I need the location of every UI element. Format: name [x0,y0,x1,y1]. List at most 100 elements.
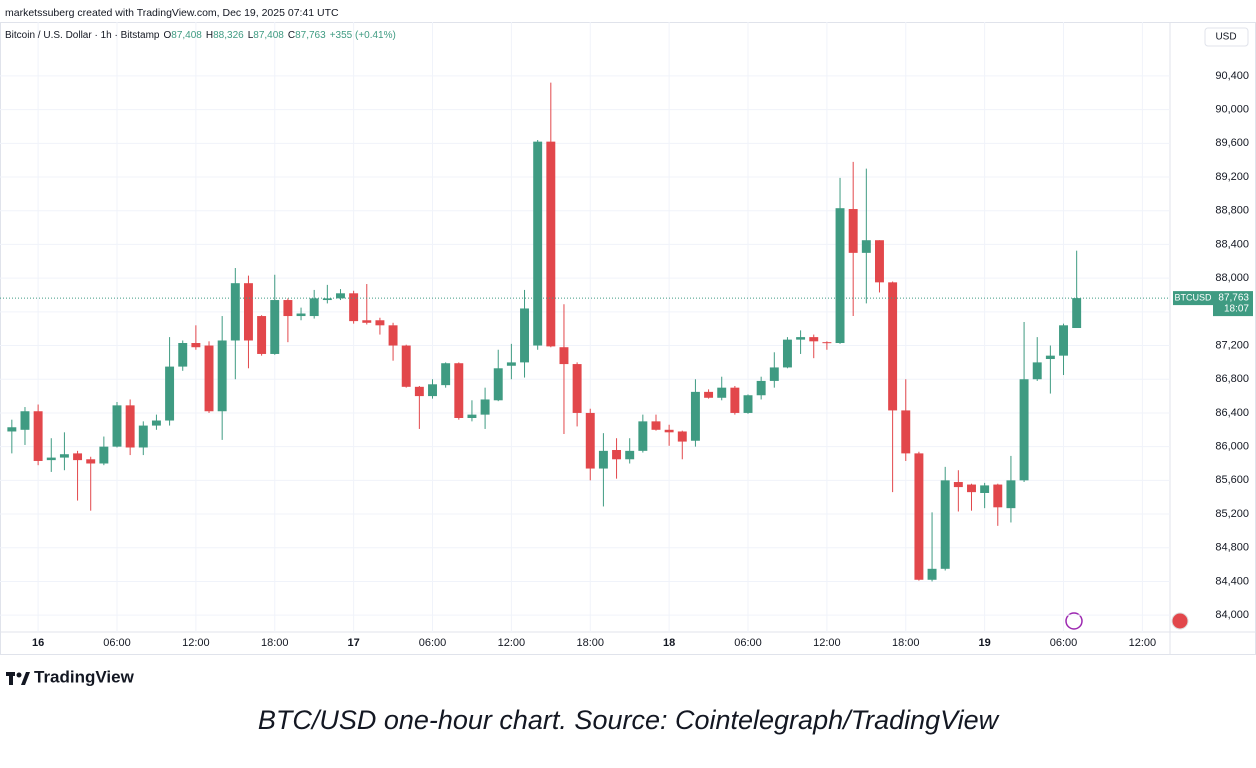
candle-body [73,453,83,461]
x-tick-label: 06:00 [103,637,131,649]
y-tick-label: 88,400 [1215,238,1249,250]
x-tick-label: 12:00 [498,637,526,649]
y-tick-label: 84,800 [1215,542,1249,554]
y-tick-label: 86,800 [1215,373,1249,385]
candle-body [283,300,293,317]
candle-body [743,395,753,413]
candle-body [914,453,924,580]
candle-body [782,339,792,368]
candle-body [112,405,122,447]
x-tick-label: 18 [663,637,675,649]
candle-body [336,293,345,299]
candle-body [638,421,648,451]
candle-body [1059,325,1068,356]
candle-body [861,240,871,253]
y-tick-label: 84,000 [1215,609,1249,621]
symbol-title: Bitcoin / U.S. Dollar · 1h · Bitstamp [5,30,160,41]
candle-body [401,345,411,387]
x-tick-label: 16 [32,637,44,649]
candle-body [690,391,700,441]
candle-body [848,209,858,253]
candle-body [428,384,437,397]
last-price-label: 87,763 [1218,293,1249,304]
candle-body [1019,379,1029,481]
candle-body [309,298,319,317]
candle-body [230,283,240,341]
candle-body [178,343,188,367]
candle-body [717,387,727,398]
legend-change: +355 (+0.41%) [329,30,396,41]
x-tick-label: 12:00 [182,637,210,649]
x-tick-label: 19 [979,637,991,649]
y-tick-label: 89,200 [1215,171,1249,183]
legend-key: C [287,30,296,41]
y-tick-label: 85,600 [1215,474,1249,486]
candle-body [217,340,227,412]
x-tick-label: 12:00 [813,637,841,649]
candle-body [322,298,332,301]
legend-value: 87,408 [253,30,284,41]
candle-body [1032,362,1042,380]
caption: BTC/USD one-hour chart. Source: Cointele… [258,705,1000,735]
tv-logo-icon [6,672,30,685]
candle-body [1006,480,1016,509]
candle-body [940,480,950,569]
candle-body [993,484,1003,508]
legend-key: H [205,30,214,41]
x-tick-label: 18:00 [261,637,289,649]
candle-body [151,420,161,426]
candle-body [20,411,30,430]
flag-icon [1171,612,1189,630]
y-tick-label: 90,000 [1215,104,1249,116]
candle-body [46,457,56,461]
y-tick-label: 87,200 [1215,339,1249,351]
candle-body [125,405,135,448]
legend-value: 88,326 [213,30,244,41]
candle-body [835,208,845,344]
symbol-label: BTCUSD [1174,292,1212,302]
candle-body [165,366,175,421]
candle-body [756,380,766,396]
candle-body [138,425,148,448]
candle-body [467,414,477,418]
x-tick-label: 06:00 [1050,637,1078,649]
events-icon [1065,612,1083,630]
candle-body [572,364,582,413]
candle-body [243,283,253,341]
y-tick-label: 89,600 [1215,137,1249,149]
candle-body [888,282,898,411]
candle-body [86,459,96,464]
y-tick-label: 88,800 [1215,205,1249,217]
candle-body [953,482,963,488]
candle-body [1045,355,1055,360]
candle-body [296,313,306,317]
y-tick-label: 84,400 [1215,575,1249,587]
candle-body [625,450,635,460]
y-tick-label: 86,400 [1215,407,1249,419]
candle-body [730,387,740,413]
candle-body [612,450,622,460]
candle-body [546,141,556,347]
y-tick-label: 85,200 [1215,508,1249,520]
candle-body [270,300,280,354]
legend-key: O [163,30,172,41]
candle-body [809,337,819,342]
symbol-box [1173,291,1213,306]
attribution: marketssuberg created with TradingView.c… [5,7,339,19]
candle-body [769,367,779,381]
x-tick-label: 17 [348,637,360,649]
candle-body [796,337,806,340]
y-tick-label: 88,000 [1215,272,1249,284]
candle-body [980,485,990,493]
x-tick-label: 18:00 [576,637,604,649]
candle-body [480,399,490,415]
candle-body [664,429,674,433]
x-tick-label: 18:00 [892,637,920,649]
candle-body [204,345,214,412]
candle-body [704,391,714,398]
candle-body [1072,298,1082,329]
candle-body [7,427,17,432]
candle-body [927,568,937,580]
